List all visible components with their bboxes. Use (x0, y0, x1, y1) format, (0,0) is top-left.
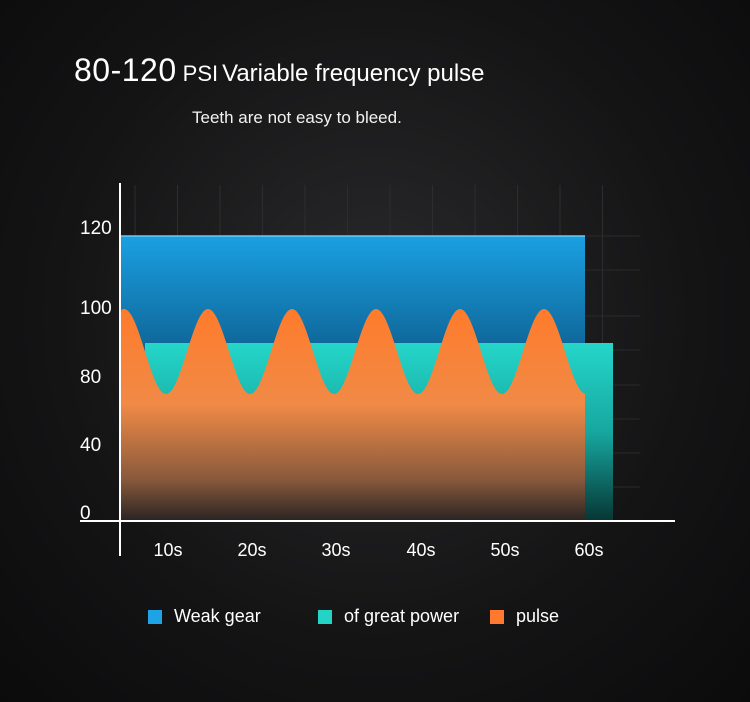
x-tick-label: 40s (406, 540, 435, 560)
x-tick-label: 60s (574, 540, 603, 560)
axes (80, 183, 675, 556)
chart-subtitle: Teeth are not easy to bleed. (192, 108, 402, 127)
legend-label: of great power (344, 606, 460, 626)
y-tick-label: 40 (80, 435, 101, 456)
x-tick-label: 10s (153, 540, 182, 560)
chart-title: 80-120 PSI Variable frequency pulse (74, 52, 485, 89)
x-tick-label: 50s (490, 540, 519, 560)
legend-item: of great power (318, 606, 459, 627)
legend-item: pulse (490, 606, 559, 627)
legend-swatch (148, 609, 162, 624)
series-pulse (120, 309, 585, 521)
title-range: 80-120 (74, 52, 177, 88)
y-tick-label: 100 (80, 298, 112, 319)
title-unit: PSI (182, 61, 219, 86)
x-tick-label: 30s (321, 540, 350, 560)
series-layer (120, 235, 613, 521)
legend-label: pulse (516, 606, 560, 626)
legend-swatch (318, 609, 332, 624)
y-tick-label: 0 (80, 503, 91, 524)
legend-label: Weak gear (174, 606, 261, 626)
y-tick-labels: 0 40 80 100 120 (80, 218, 112, 524)
x-tick-labels: 10s 20s 30s 40s 50s 60s (153, 540, 603, 560)
legend-item: Weak gear (148, 606, 261, 627)
x-tick-label: 20s (237, 540, 266, 560)
title-text: Variable frequency pulse (222, 60, 485, 87)
y-tick-label: 80 (80, 367, 101, 388)
legend-swatch (490, 609, 504, 624)
y-tick-label: 120 (80, 218, 112, 239)
legend: Weak gear of great power pulse (0, 604, 750, 634)
